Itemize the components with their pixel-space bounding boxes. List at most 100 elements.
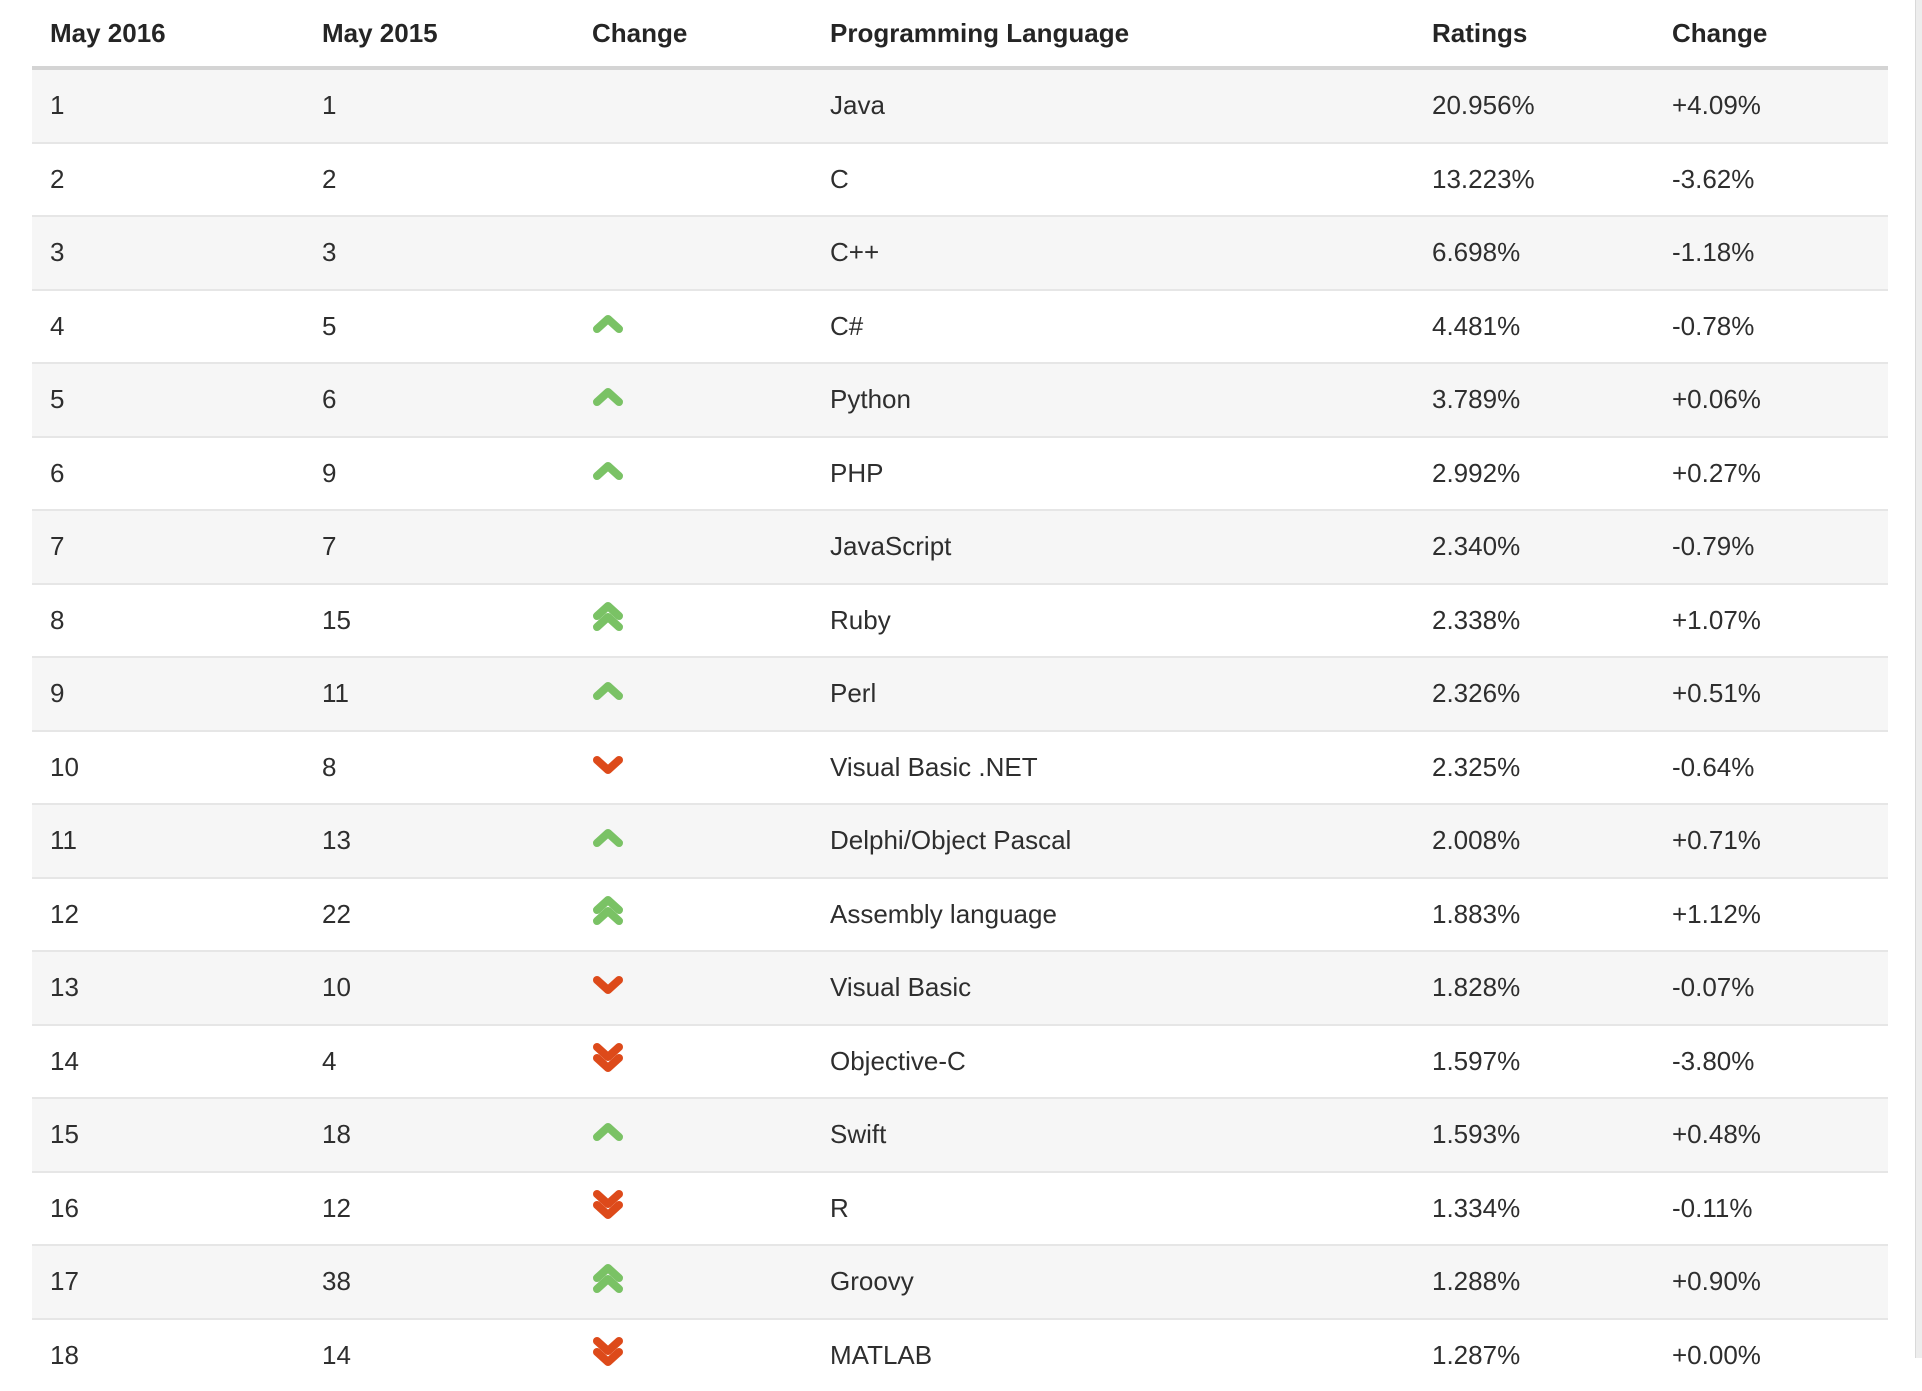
language-cell: Visual Basic xyxy=(812,951,1414,1025)
rank-may2015-cell: 12 xyxy=(304,1172,574,1246)
rank-may2015-cell: 11 xyxy=(304,657,574,731)
ratings-cell: 2.338% xyxy=(1414,584,1654,658)
page: May 2016 May 2015 Change Programming Lan… xyxy=(0,0,1922,1358)
change-cell: -0.79% xyxy=(1654,510,1888,584)
chevron-up-icon xyxy=(592,313,624,335)
rank-may2016-cell: 11 xyxy=(32,804,304,878)
change-cell: +0.51% xyxy=(1654,657,1888,731)
rank-may2016-cell: 14 xyxy=(32,1025,304,1099)
double-chevron-up-icon xyxy=(592,1262,624,1295)
ratings-cell: 20.956% xyxy=(1414,68,1654,143)
rank-may2015-cell: 1 xyxy=(304,68,574,143)
rank-may2016-cell: 10 xyxy=(32,731,304,805)
rank-may2016-cell: 13 xyxy=(32,951,304,1025)
rank-may2016-cell: 4 xyxy=(32,290,304,364)
rank-may2016-cell: 5 xyxy=(32,363,304,437)
change-cell: +0.48% xyxy=(1654,1098,1888,1172)
change-cell: +0.06% xyxy=(1654,363,1888,437)
rank-may2016-cell: 16 xyxy=(32,1172,304,1246)
movement-cell xyxy=(574,363,812,437)
movement-cell xyxy=(574,510,812,584)
chevron-up-icon xyxy=(592,1121,624,1143)
ratings-cell: 3.789% xyxy=(1414,363,1654,437)
rank-may2016-cell: 6 xyxy=(32,437,304,511)
rank-may2016-cell: 3 xyxy=(32,216,304,290)
rank-may2015-cell: 8 xyxy=(304,731,574,805)
change-cell: +0.00% xyxy=(1654,1319,1888,1391)
header-row: May 2016 May 2015 Change Programming Lan… xyxy=(32,0,1888,68)
ratings-cell: 6.698% xyxy=(1414,216,1654,290)
rank-may2016-cell: 15 xyxy=(32,1098,304,1172)
ratings-cell: 2.326% xyxy=(1414,657,1654,731)
change-cell: +1.07% xyxy=(1654,584,1888,658)
rank-may2016-cell: 1 xyxy=(32,68,304,143)
rank-may2015-cell: 18 xyxy=(304,1098,574,1172)
movement-cell xyxy=(574,951,812,1025)
movement-cell xyxy=(574,584,812,658)
chevron-down-icon xyxy=(592,974,624,996)
double-chevron-down-icon xyxy=(592,1041,624,1074)
change-cell: +1.12% xyxy=(1654,878,1888,952)
header-ratings: Ratings xyxy=(1414,0,1654,68)
ratings-cell: 2.992% xyxy=(1414,437,1654,511)
language-cell: C xyxy=(812,143,1414,217)
movement-cell xyxy=(574,1025,812,1099)
language-cell: Java xyxy=(812,68,1414,143)
language-cell: Delphi/Object Pascal xyxy=(812,804,1414,878)
rank-may2015-cell: 9 xyxy=(304,437,574,511)
change-cell: -0.64% xyxy=(1654,731,1888,805)
movement-cell xyxy=(574,1319,812,1391)
rank-may2016-cell: 12 xyxy=(32,878,304,952)
movement-cell xyxy=(574,1172,812,1246)
chevron-up-icon xyxy=(592,386,624,408)
rank-may2015-cell: 15 xyxy=(304,584,574,658)
change-cell: -0.78% xyxy=(1654,290,1888,364)
language-cell: Groovy xyxy=(812,1245,1414,1319)
header-change-ratings: Change xyxy=(1654,0,1888,68)
change-cell: -0.07% xyxy=(1654,951,1888,1025)
change-cell: -1.18% xyxy=(1654,216,1888,290)
ratings-cell: 1.334% xyxy=(1414,1172,1654,1246)
double-chevron-up-icon xyxy=(592,600,624,633)
header-may-2016: May 2016 xyxy=(32,0,304,68)
movement-cell xyxy=(574,437,812,511)
change-cell: +4.09% xyxy=(1654,68,1888,143)
ratings-cell: 1.287% xyxy=(1414,1319,1654,1391)
language-cell: PHP xyxy=(812,437,1414,511)
language-cell: Visual Basic .NET xyxy=(812,731,1414,805)
language-cell: C++ xyxy=(812,216,1414,290)
movement-cell xyxy=(574,68,812,143)
change-cell: +0.71% xyxy=(1654,804,1888,878)
change-cell: -0.11% xyxy=(1654,1172,1888,1246)
rank-may2016-cell: 9 xyxy=(32,657,304,731)
ratings-cell: 4.481% xyxy=(1414,290,1654,364)
scrollbar[interactable] xyxy=(1915,0,1922,1358)
ratings-cell: 2.325% xyxy=(1414,731,1654,805)
rank-may2015-cell: 10 xyxy=(304,951,574,1025)
rank-may2015-cell: 7 xyxy=(304,510,574,584)
language-cell: Perl xyxy=(812,657,1414,731)
double-chevron-down-icon xyxy=(592,1335,624,1368)
language-cell: C# xyxy=(812,290,1414,364)
rank-may2015-cell: 13 xyxy=(304,804,574,878)
movement-cell xyxy=(574,878,812,952)
movement-cell xyxy=(574,290,812,364)
table-header: May 2016 May 2015 Change Programming Lan… xyxy=(32,0,1888,68)
language-cell: Swift xyxy=(812,1098,1414,1172)
rank-may2015-cell: 2 xyxy=(304,143,574,217)
double-chevron-up-icon xyxy=(592,894,624,927)
rank-may2016-cell: 17 xyxy=(32,1245,304,1319)
ratings-cell: 13.223% xyxy=(1414,143,1654,217)
